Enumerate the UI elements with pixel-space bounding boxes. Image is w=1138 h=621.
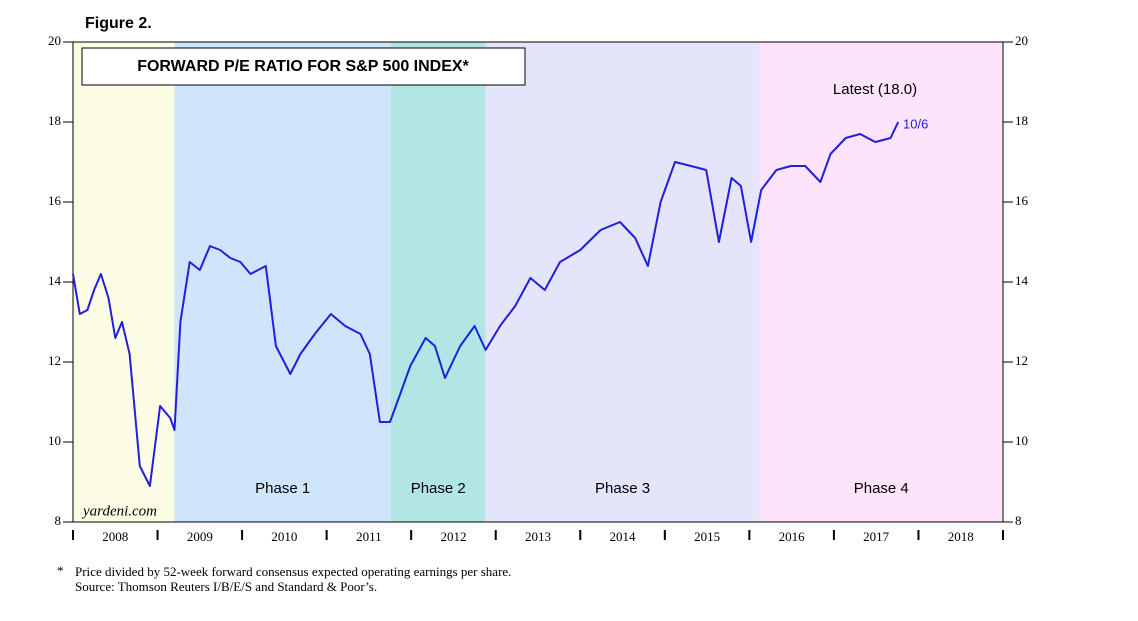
phase-band: [73, 42, 175, 522]
source: Source: Thomson Reuters I/B/E/S and Stan…: [75, 579, 377, 594]
watermark: yardeni.com: [81, 503, 157, 519]
phase-band: [174, 42, 391, 522]
y-tick-label: 12: [48, 353, 61, 368]
footnote-marker: *: [57, 563, 64, 578]
phase-band: [390, 42, 486, 522]
x-tick-label: 2011: [356, 529, 382, 544]
x-tick-label: 2012: [440, 529, 466, 544]
y-tick-label: 20: [48, 33, 61, 48]
phase-band: [485, 42, 760, 522]
y-tick-label: 18: [48, 113, 61, 128]
x-tick-label: 2009: [187, 529, 213, 544]
y-tick-label: 16: [48, 193, 62, 208]
phase-label: Phase 4: [854, 480, 909, 497]
chart-title: FORWARD P/E RATIO FOR S&P 500 INDEX*: [137, 58, 469, 75]
y-tick-label: 14: [48, 273, 62, 288]
figure-label: Figure 2.: [85, 15, 152, 32]
y2-tick-label: 10: [1015, 433, 1028, 448]
line-series: [72, 121, 900, 487]
x-tick-label: 2018: [948, 529, 974, 544]
x-tick-label: 2010: [271, 529, 297, 544]
title-box: [81, 47, 526, 86]
phase-label: Phase 3: [595, 480, 650, 497]
y-tick-label: 10: [48, 433, 61, 448]
y-tick-label: 8: [55, 513, 62, 528]
x-tick-label: 2017: [863, 529, 890, 544]
x-tick-label: 2015: [694, 529, 720, 544]
footnote: Price divided by 52-week forward consens…: [75, 564, 511, 579]
x-tick-label: 2008: [102, 529, 128, 544]
y2-tick-label: 12: [1015, 353, 1028, 368]
y2-tick-label: 14: [1015, 273, 1029, 288]
y2-tick-label: 18: [1015, 113, 1028, 128]
annotation: Latest (18.0): [833, 81, 917, 98]
x-tick-label: 2013: [525, 529, 551, 544]
x-tick-label: 2016: [779, 529, 806, 544]
phase-label: Phase 2: [411, 480, 466, 497]
y2-tick-label: 20: [1015, 33, 1028, 48]
phase-band: [759, 42, 1003, 522]
y2-tick-label: 8: [1015, 513, 1022, 528]
last-point-label: 10/6: [903, 116, 928, 131]
y2-tick-label: 16: [1015, 193, 1029, 208]
x-tick-label: 2014: [610, 529, 637, 544]
phase-label: Phase 1: [255, 480, 310, 497]
